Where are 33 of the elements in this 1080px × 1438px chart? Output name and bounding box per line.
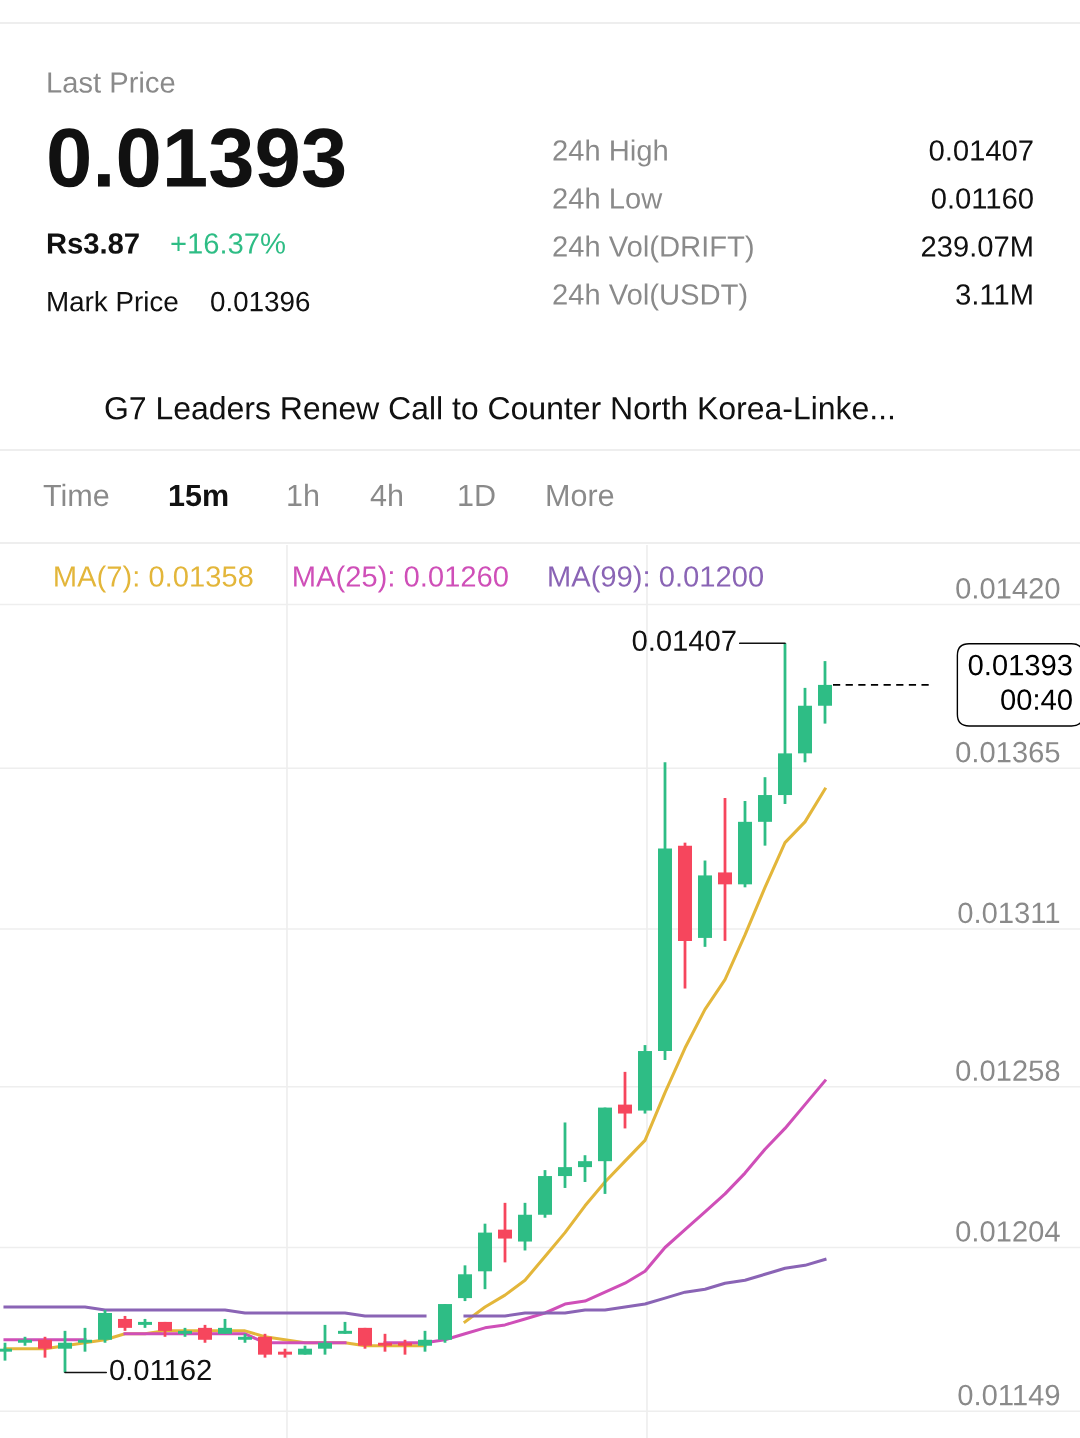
text: 15m (169, 484, 228, 507)
text: MA(25): 0.01260 (294, 565, 508, 593)
text: 4h (370, 483, 402, 506)
text: Last Price (48, 71, 175, 93)
text: Rs3.87 (47, 233, 139, 254)
text: 1D (459, 484, 495, 506)
y-tick-label: 0.01204 (956, 1221, 1060, 1242)
y-tick-label: 0.01311 (958, 902, 1060, 924)
text: 0.01160 (931, 188, 1033, 209)
text: MA(99): 0.01200 (549, 565, 764, 593)
y-tick-label: 0.01420 (956, 578, 1060, 599)
text: 24h Vol(DRIFT) (553, 235, 753, 263)
text: 239.07M (921, 236, 1032, 257)
text: 3.11M (956, 284, 1032, 305)
text: G7 Leaders Renew Call to Counter North Korea-Linke... (105, 396, 893, 420)
ref-line-label: 0.01393 00:40 (968, 654, 1072, 711)
text: Time (43, 483, 109, 507)
text: 24h Low (553, 187, 663, 209)
annotation: 0.01407 (632, 630, 736, 652)
text: 24h High (553, 139, 667, 167)
text: +16.37% (171, 233, 285, 254)
text: 0.01393 (49, 128, 345, 188)
text: Mark Price (48, 291, 178, 312)
text: 0.01407 (929, 140, 1033, 161)
annotation: 0.01162 (110, 1359, 211, 1381)
text: 1h (288, 483, 318, 506)
text: 0.01396 (211, 291, 310, 312)
text: MA(7): 0.01358 (55, 565, 253, 593)
text: 24h Vol(USDT) (553, 283, 747, 311)
y-tick-label: 0.01149 (958, 1384, 1060, 1406)
y-tick-label: 0.01365 (956, 741, 1060, 763)
text: More (547, 484, 614, 507)
y-tick-label: 0.01258 (956, 1060, 1060, 1081)
